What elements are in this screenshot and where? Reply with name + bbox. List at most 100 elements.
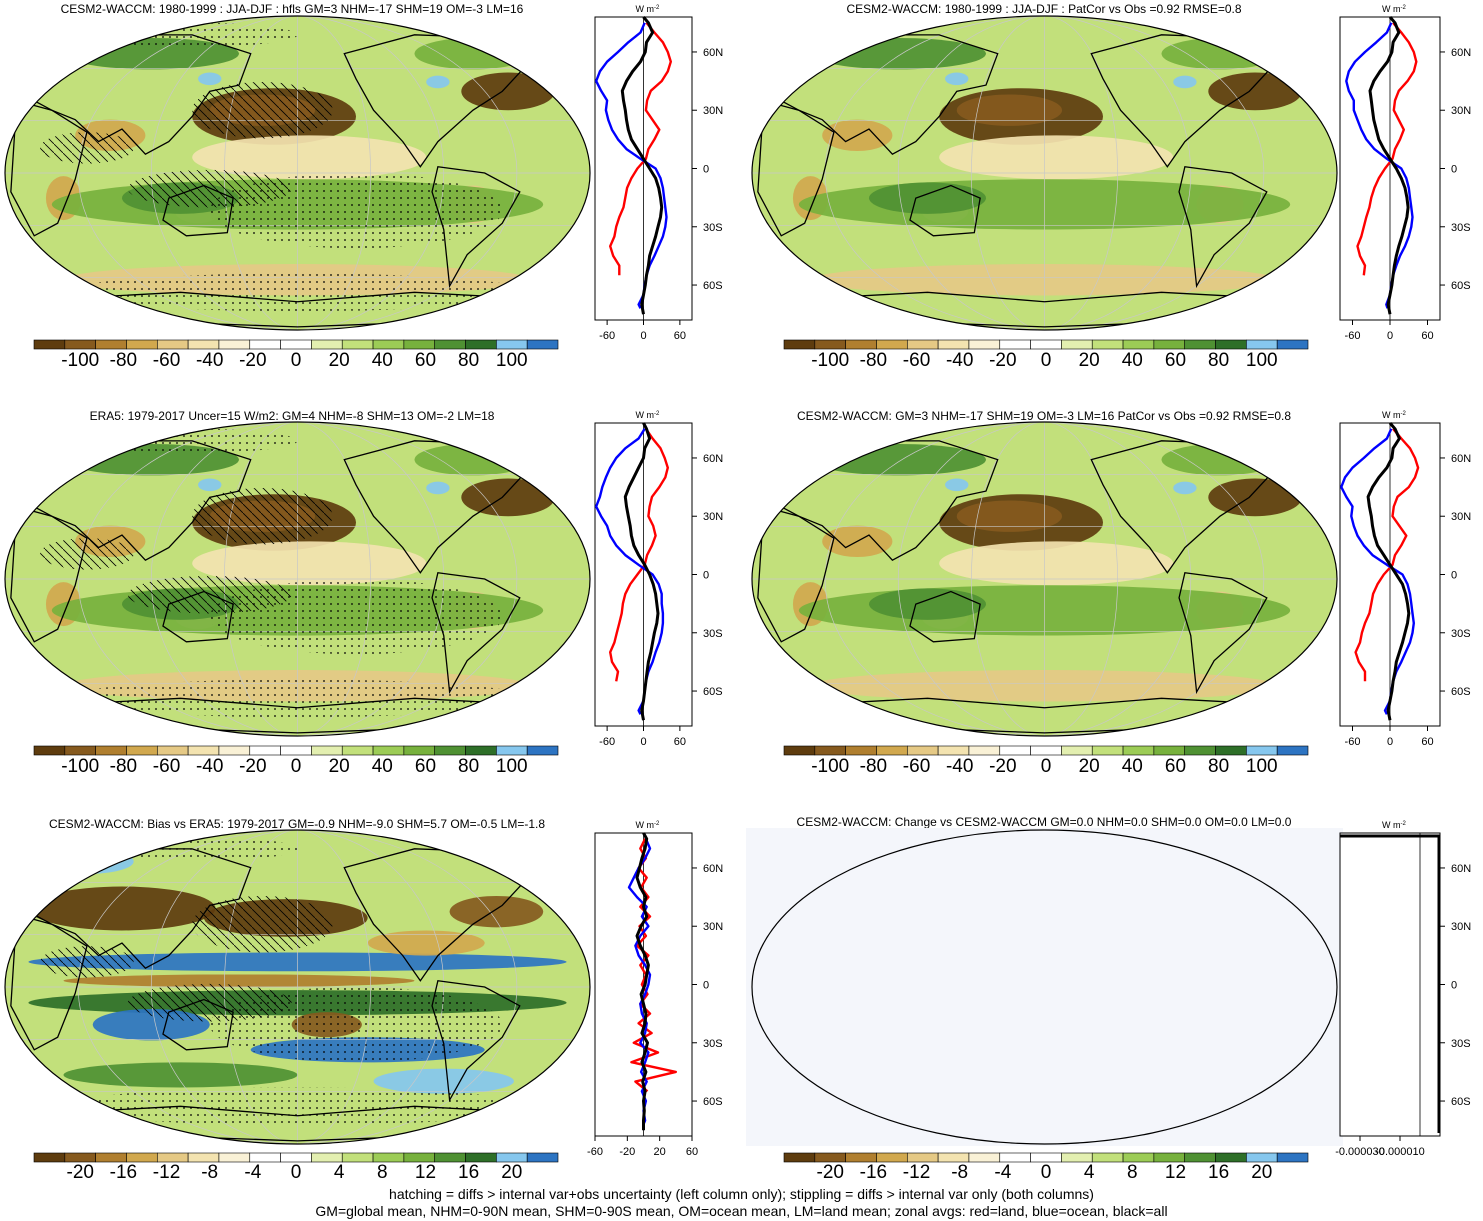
lat-tick-label: 60N: [703, 863, 723, 875]
profile-units: W m-2: [636, 410, 660, 420]
colorbar-swatch-9: [1030, 339, 1062, 350]
colorbar-swatch-17: [526, 745, 559, 756]
x-tick-label: 0: [640, 330, 646, 342]
coastline-africa: [10, 505, 88, 643]
anomaly-blob-10: [869, 588, 986, 620]
colorbar-swatch-12: [1122, 339, 1155, 350]
colorbar-swatch-15: [1215, 1152, 1247, 1163]
colorbar-swatch-17: [1276, 745, 1309, 756]
profile-frame: [1339, 832, 1441, 1137]
hatching-region-1: [192, 81, 333, 139]
profile-line-all: [1368, 16, 1410, 315]
profile-line-land: [1354, 428, 1420, 682]
map-outline: [4, 829, 591, 1145]
colorbar-tick-label: 4: [1084, 1162, 1095, 1183]
panel-title-6: CESM2-WACCM: Change vs CESM2-WACCM GM=0.…: [797, 815, 1292, 829]
anomaly-blob-10: [63, 1062, 298, 1088]
lat-tick-label: 60N: [1451, 863, 1471, 875]
lat-tick-label: 30N: [703, 511, 723, 523]
colorbar-swatch-13: [1153, 339, 1186, 350]
colorbar-tick-label: -60: [903, 350, 930, 371]
lat-tick-label: 30S: [1451, 222, 1471, 234]
panel-title-2: CESM2-WACCM: 1980-1999 : JJA-DJF : PatCo…: [846, 2, 1241, 16]
zonal-profile-4: W m-2 60N 30N 0 30S 60S -60 0 60: [1339, 410, 1471, 748]
colorbar-swatch-9: [280, 339, 312, 350]
anomaly-blob-9: [367, 930, 485, 956]
colorbar-swatch-11: [1091, 1152, 1124, 1163]
coastline-africa: [757, 505, 835, 643]
zonal-profile-2: W m-2 60N 30N 0 30S 60S -60 0 60: [1339, 4, 1471, 342]
stippling-region-1: [209, 579, 503, 655]
anomaly-blob-4: [939, 541, 1174, 586]
colorbar-swatch-16: [496, 339, 528, 350]
anomaly-blob-4: [192, 135, 427, 180]
graticule-lon-3: [971, 422, 1045, 736]
colorbar-tick-label: -40: [946, 756, 973, 777]
map-outline: [751, 421, 1338, 737]
lat-tick-label: 60S: [1451, 686, 1471, 698]
colorbar-swatch-17: [1276, 1152, 1309, 1163]
graticule-lon-6: [1044, 16, 1192, 330]
anomaly-blob-13: [945, 72, 969, 86]
colorbar-swatch-2: [64, 745, 96, 756]
colorbar-tick-label: 20: [1079, 756, 1100, 777]
lat-tick-label: 0: [1451, 980, 1457, 992]
colorbar-swatch-7: [218, 339, 251, 350]
x-tick-label: -60: [599, 330, 615, 342]
anomaly-blob-2: [956, 500, 1063, 532]
profile-line-ocean: [1345, 22, 1414, 309]
colorbar-tick-label: 4: [334, 1162, 345, 1183]
colorbar-swatch-12: [372, 745, 405, 756]
x-tick-label: -0.000010: [1375, 1146, 1425, 1158]
colorbar-tick-label: 0: [1041, 756, 1052, 777]
anomaly-blob-14: [426, 75, 450, 89]
anomaly-blob-2: [956, 94, 1063, 126]
coastline-australia: [909, 590, 981, 643]
lat-tick-label: 0: [703, 570, 709, 582]
colorbar-swatch-10: [311, 745, 343, 756]
x-tick-label: -60: [1345, 736, 1361, 748]
graticule-lon-5: [297, 422, 371, 736]
anomaly-blob-11: [1161, 443, 1279, 476]
colorbar-tick-label: 12: [1165, 1162, 1186, 1183]
colorbar-tick-label: -8: [951, 1162, 968, 1183]
colorbar-swatch-2: [814, 745, 846, 756]
colorbar-tick-label: 40: [372, 350, 393, 371]
lat-tick-label: 60S: [1451, 280, 1471, 292]
colorbar-tick-label: -60: [903, 756, 930, 777]
lat-tick-label: 0: [703, 164, 709, 176]
colorbar-swatch-12: [1122, 1152, 1155, 1163]
profile-units: W m-2: [1382, 820, 1406, 830]
lat-tick-label: 30S: [1451, 628, 1471, 640]
colorbar-swatch-16: [496, 1152, 528, 1163]
coastline-samerica: [1178, 571, 1268, 695]
x-tick-label: 60: [674, 736, 686, 748]
colorbar-swatch-6: [937, 745, 970, 756]
map-6: [746, 828, 1343, 1146]
stippling-region-3: [63, 428, 298, 454]
graticule-lon-7: [1044, 16, 1265, 330]
graticule-lon-1: [824, 16, 1045, 330]
colorbar-swatch-5: [906, 1152, 939, 1163]
lat-tick-label: 60N: [703, 453, 723, 465]
colorbar-swatch-6: [187, 1152, 220, 1163]
colorbar-tick-label: 60: [1165, 756, 1186, 777]
colorbar-swatch-7: [218, 745, 251, 756]
colorbar-tick-label: -20: [989, 350, 1016, 371]
anomaly-blob-4: [939, 135, 1174, 180]
colorbar-swatch-4: [876, 339, 908, 350]
colorbar-swatch-7: [218, 1152, 251, 1163]
colorbar-tick-label: -100: [811, 756, 849, 777]
colorbar-swatch-7: [968, 1152, 1001, 1163]
colorbar-tick-label: -40: [946, 350, 973, 371]
colorbar-swatch-3: [845, 339, 877, 350]
colorbar-tick-label: 20: [329, 350, 350, 371]
colorbar-swatch-12: [1122, 745, 1155, 756]
colorbar-swatch-14: [1184, 745, 1216, 756]
coastline-australia: [909, 184, 981, 237]
anomaly-blob-3: [1208, 478, 1302, 517]
colorbar-1: -100 -80 -60 -40 -20 0 20 40 60 80 100: [33, 339, 559, 371]
colorbar-tick-label: 0: [291, 350, 302, 371]
colorbar-tick-label: -12: [903, 1162, 930, 1183]
